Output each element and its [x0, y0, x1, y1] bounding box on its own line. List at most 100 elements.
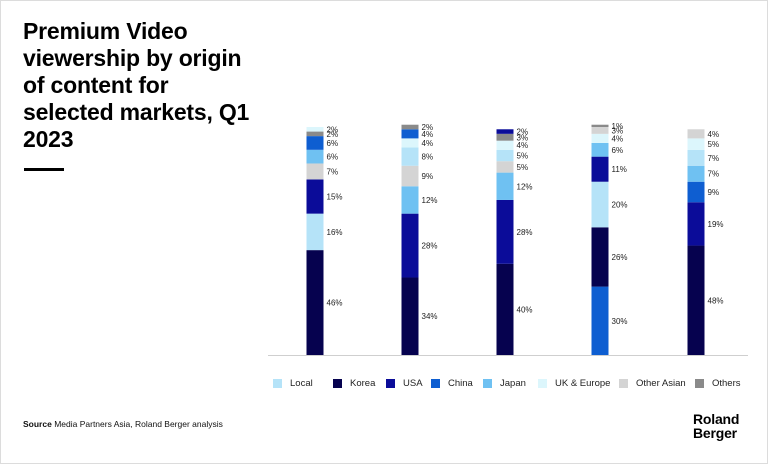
bar-2-segment-other-asian	[401, 165, 419, 187]
bar-3-data-label: 40%	[517, 305, 533, 314]
bar-2-data-label: 4%	[422, 130, 434, 139]
bar-2-segment-uk-europe	[401, 138, 419, 148]
source-label: Source	[23, 419, 52, 429]
bar-4-data-label: 3%	[612, 126, 624, 135]
logo-line-1: Roland	[693, 411, 740, 427]
legend-item-local: Local	[273, 376, 313, 390]
legend-item-japan: Japan	[483, 376, 526, 390]
bar-3-segment-japan	[496, 172, 514, 200]
bar-1-data-label: 7%	[327, 167, 339, 176]
bar-2-segment-japan	[401, 186, 419, 214]
bar-3-data-label: 5%	[517, 152, 529, 161]
bar-4-data-label: 6%	[612, 146, 624, 155]
bar-1-segment-japan	[306, 149, 324, 164]
legend-label: Others	[712, 377, 741, 389]
bar-4-data-label: 20%	[612, 201, 628, 210]
legend-item-other-asian: Other Asian	[619, 376, 686, 390]
bar-4-segment-china	[591, 286, 609, 355]
bar-3-data-label: 12%	[517, 182, 533, 191]
bar-1-data-label: 15%	[327, 193, 343, 202]
bar-1-data-label: 6%	[327, 139, 339, 148]
legend-label: Japan	[500, 377, 526, 389]
legend-swatch	[695, 378, 704, 388]
legend-swatch	[273, 378, 282, 388]
legend-swatch	[538, 378, 547, 388]
bar-5-data-label: 7%	[708, 154, 720, 163]
bar-1-data-label: 2%	[327, 130, 339, 139]
bar-3-segment-other-asian	[496, 161, 514, 173]
bar-1-data-label: 46%	[327, 299, 343, 308]
bar-1-segment-korea	[306, 250, 324, 355]
source-text: Media Partners Asia, Roland Berger analy…	[54, 419, 223, 429]
bar-2-data-label: 8%	[422, 153, 434, 162]
bar-5-data-label: 19%	[708, 220, 724, 229]
bar-1-segment-other-asian	[306, 163, 324, 180]
legend-label: Local	[290, 377, 313, 389]
bar-2-data-label: 2%	[422, 123, 434, 132]
bar-4-segment-japan	[591, 142, 609, 157]
bar-3-segment-korea	[496, 263, 514, 355]
bar-5-data-label: 9%	[708, 188, 720, 197]
bar-5-segment-japan	[687, 165, 705, 182]
bar-3-segment-uk-europe	[496, 140, 514, 150]
bar-4-data-label: 11%	[612, 165, 627, 174]
bar-3-data-label: 3%	[517, 133, 529, 142]
bar-2-data-label: 28%	[422, 242, 438, 251]
bar-2-segment-korea	[401, 277, 419, 355]
legend-label: China	[448, 377, 473, 389]
chart-legend: Local Korea USA China Japan UK & Europe Other …	[268, 376, 748, 390]
bar-5-segment-uk-europe	[687, 138, 705, 150]
legend-item-korea: Korea	[333, 376, 375, 390]
bar-3-segment-usa	[496, 129, 514, 134]
bar-1-segment-uk-europe	[306, 127, 324, 132]
bar-1-segment-china	[306, 136, 324, 150]
legend-swatch	[431, 378, 440, 388]
bar-3-data-label: 2%	[517, 128, 529, 137]
bar-4-segment-usa	[591, 156, 609, 182]
legend-item-china: China	[431, 376, 473, 390]
bar-5-segment-local	[687, 149, 705, 166]
legend-label: Other Asian	[636, 377, 686, 389]
legend-label: Korea	[350, 377, 376, 389]
bar-3-data-label: 5%	[517, 163, 529, 172]
bar-2-data-label: 4%	[422, 139, 434, 148]
bar-3-data-label: 28%	[517, 228, 533, 237]
bar-3-segment-others	[496, 133, 514, 141]
legend-item-usa: USA	[386, 376, 423, 390]
legend-swatch	[386, 378, 395, 388]
legend-label: UK & Europe	[555, 377, 611, 389]
bar-4-data-label: 1%	[612, 122, 624, 131]
source-note: Source Media Partners Asia, Roland Berge…	[23, 419, 223, 429]
bar-5-data-label: 7%	[708, 170, 720, 179]
bar-5-segment-other-asian	[687, 129, 705, 139]
stacked-bar-chart: 46%16%15%7%6%6%2%2%34%28%12%9%8%4%4%2%40…	[268, 122, 748, 356]
bar-5-data-label: 48%	[708, 296, 724, 305]
bar-4-segment-uk-europe	[591, 133, 609, 143]
bar-1-data-label: 16%	[327, 228, 343, 237]
bar-3-segment-local	[496, 149, 514, 162]
company-logo: Roland Berger	[693, 412, 739, 440]
bar-3-data-label: 4%	[517, 141, 529, 150]
bar-4-segment-others	[591, 124, 609, 127]
bar-3-segment-usa	[496, 199, 514, 264]
bar-4-segment-local	[591, 181, 609, 228]
bar-5-data-label: 5%	[708, 140, 720, 149]
bar-5-segment-usa	[687, 202, 705, 246]
legend-swatch	[619, 378, 628, 388]
bar-5-segment-korea	[687, 245, 705, 355]
legend-item-others: Others	[695, 376, 741, 390]
bar-2-data-label: 34%	[422, 312, 438, 321]
bar-4-data-label: 26%	[612, 253, 628, 262]
legend-item-uk-europe: UK & Europe	[538, 376, 610, 390]
bar-1-data-label: 6%	[327, 153, 339, 162]
legend-swatch	[333, 378, 342, 388]
bar-1-segment-local	[306, 213, 324, 251]
legend-swatch	[483, 378, 492, 388]
logo-line-2: Berger	[693, 425, 737, 441]
chart-title: Premium Video viewership by origin of co…	[23, 18, 250, 152]
bar-2-segment-others	[401, 124, 419, 130]
bar-4-data-label: 30%	[612, 317, 628, 326]
bar-1-data-label: 2%	[327, 125, 339, 134]
bar-4-segment-other-asian	[591, 127, 609, 134]
bar-2-segment-china	[401, 129, 419, 139]
